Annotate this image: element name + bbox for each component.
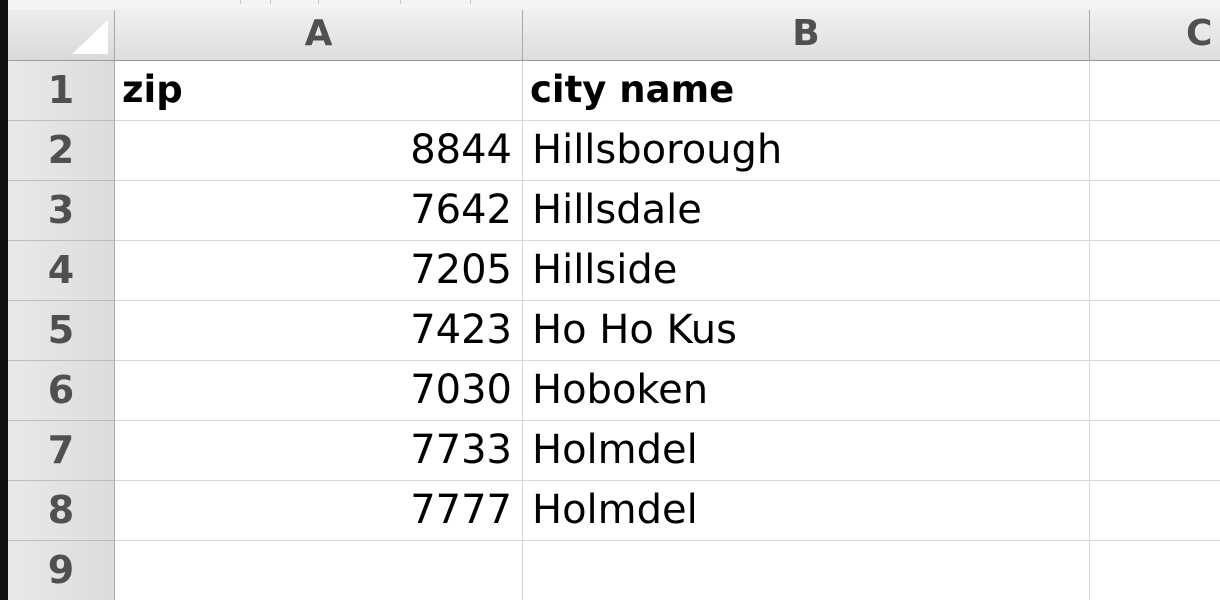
row-header-5[interactable]: 5: [8, 301, 115, 361]
cell-b5[interactable]: Ho Ho Kus: [523, 301, 1090, 361]
cell-a3[interactable]: 7642: [115, 181, 523, 241]
cell-b7[interactable]: Holmdel: [523, 421, 1090, 481]
cell-c9[interactable]: [1090, 541, 1220, 600]
cell-c3[interactable]: [1090, 181, 1220, 241]
row-header-9[interactable]: 9: [8, 541, 115, 600]
cell-b2[interactable]: Hillsborough: [523, 121, 1090, 181]
cell-a8[interactable]: 7777: [115, 481, 523, 541]
cell-b6[interactable]: Hoboken: [523, 361, 1090, 421]
cell-a2[interactable]: 8844: [115, 121, 523, 181]
cell-b3[interactable]: Hillsdale: [523, 181, 1090, 241]
cell-c8[interactable]: [1090, 481, 1220, 541]
cell-c1[interactable]: [1090, 61, 1220, 121]
cell-a7[interactable]: 7733: [115, 421, 523, 481]
cell-a5[interactable]: 7423: [115, 301, 523, 361]
cell-c4[interactable]: [1090, 241, 1220, 301]
cell-c2[interactable]: [1090, 121, 1220, 181]
cell-b9[interactable]: [523, 541, 1090, 600]
cell-c7[interactable]: [1090, 421, 1220, 481]
row-header-6[interactable]: 6: [8, 361, 115, 421]
column-header-c[interactable]: C: [1090, 10, 1220, 61]
cell-a6[interactable]: 7030: [115, 361, 523, 421]
cell-c5[interactable]: [1090, 301, 1220, 361]
cell-c6[interactable]: [1090, 361, 1220, 421]
cell-b8[interactable]: Holmdel: [523, 481, 1090, 541]
window-edge: [0, 0, 8, 600]
select-all-button[interactable]: [8, 10, 115, 61]
row-header-3[interactable]: 3: [8, 181, 115, 241]
cell-b4[interactable]: Hillside: [523, 241, 1090, 301]
cell-a4[interactable]: 7205: [115, 241, 523, 301]
row-header-1[interactable]: 1: [8, 61, 115, 121]
row-header-4[interactable]: 4: [8, 241, 115, 301]
column-header-b[interactable]: B: [523, 10, 1090, 61]
select-all-icon: [72, 20, 108, 54]
cell-b1[interactable]: city name: [523, 61, 1090, 121]
row-header-8[interactable]: 8: [8, 481, 115, 541]
row-header-7[interactable]: 7: [8, 421, 115, 481]
row-header-2[interactable]: 2: [8, 121, 115, 181]
cell-a1[interactable]: zip: [115, 61, 523, 121]
cell-a9[interactable]: [115, 541, 523, 600]
column-header-a[interactable]: A: [115, 10, 523, 61]
